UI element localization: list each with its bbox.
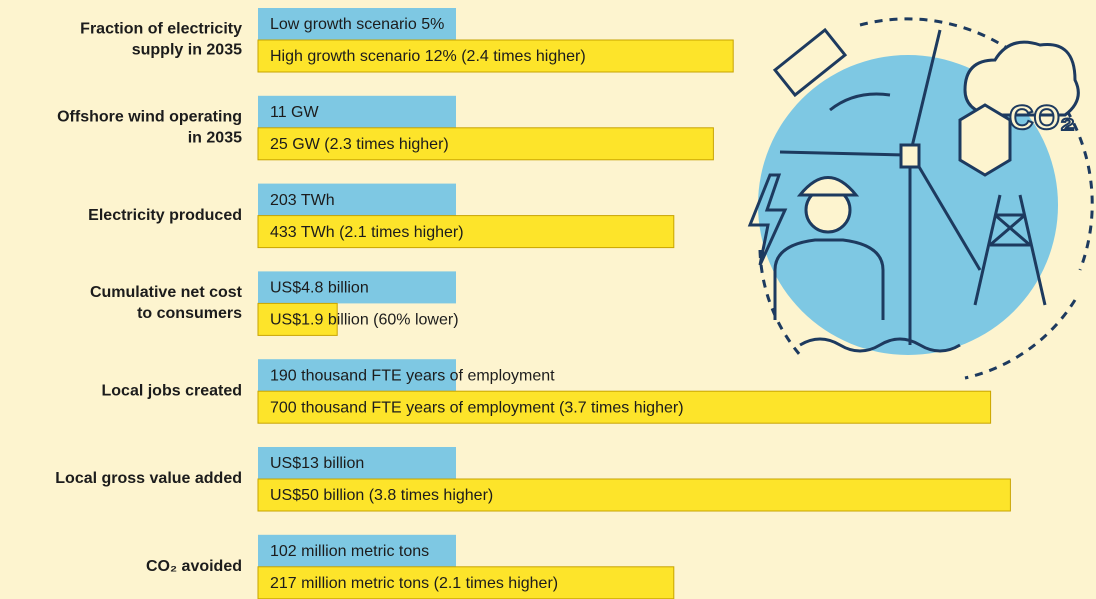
low-bar xyxy=(258,271,456,304)
low-text: US$4.8 billion xyxy=(270,280,369,297)
low-text: US$13 billion xyxy=(270,455,364,472)
low-text: Low growth scenario 5% xyxy=(270,16,444,33)
high-text: 433 TWh (2.1 times higher) xyxy=(270,224,464,241)
low-bar xyxy=(258,95,456,128)
row-label: to consumers xyxy=(137,305,242,322)
high-text: 700 thousand FTE years of employment (3.… xyxy=(270,399,684,416)
co2-label: CO₂ xyxy=(1009,99,1075,137)
low-bar xyxy=(258,359,456,392)
high-bar xyxy=(257,215,675,249)
low-bar xyxy=(258,534,456,567)
high-bar xyxy=(257,302,338,336)
row-label: Fraction of electricity xyxy=(80,21,242,38)
row-label: Offshore wind operating xyxy=(57,109,242,126)
row-label: Local gross value added xyxy=(55,470,242,487)
row-label: CO₂ avoided xyxy=(146,558,242,575)
high-text: High growth scenario 12% (2.4 times high… xyxy=(270,48,586,65)
high-bar xyxy=(257,390,992,424)
low-bar xyxy=(258,447,456,479)
low-text: 11 GW xyxy=(270,104,320,121)
high-text: US$50 billion (3.8 times higher) xyxy=(270,487,493,504)
low-bar xyxy=(258,183,456,216)
high-bar xyxy=(257,39,734,73)
low-text: 102 million metric tons xyxy=(270,543,429,560)
low-text: 190 thousand FTE years of employment xyxy=(270,367,555,384)
high-text: 217 million metric tons (2.1 times highe… xyxy=(270,575,558,592)
row-label: supply in 2035 xyxy=(132,42,242,59)
high-bar xyxy=(257,478,1011,512)
illustration: CO₂ xyxy=(747,17,1094,380)
row-label: Cumulative net cost xyxy=(90,284,243,301)
bar-rows: Low growth scenario 5% High growth scenar… xyxy=(55,8,1011,599)
row-label: Local jobs created xyxy=(102,382,243,399)
high-text: US$1.9 billion (60% lower) xyxy=(270,312,459,329)
high-text: 25 GW (2.3 times higher) xyxy=(270,136,449,153)
low-bar xyxy=(258,8,456,40)
row-label: Electricity produced xyxy=(88,207,242,224)
low-text: 203 TWh xyxy=(270,192,335,209)
high-bar xyxy=(257,127,714,161)
row-label: in 2035 xyxy=(188,130,242,147)
